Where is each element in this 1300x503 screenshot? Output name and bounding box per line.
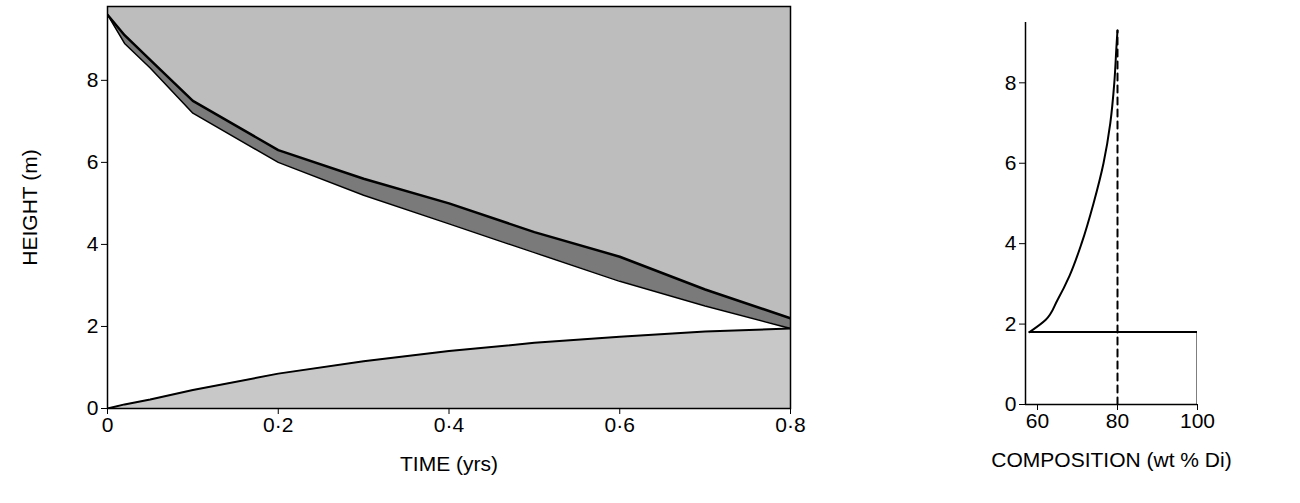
svg-text:0·6: 0·6 (605, 413, 635, 436)
svg-text:8: 8 (87, 68, 99, 91)
svg-text:60: 60 (1026, 409, 1049, 432)
svg-text:0: 0 (102, 413, 114, 436)
svg-text:COMPOSITION (wt % Di): COMPOSITION (wt % Di) (991, 448, 1231, 471)
svg-text:HEIGHT (m): HEIGHT (m) (18, 149, 41, 265)
svg-text:0·8: 0·8 (775, 413, 805, 436)
svg-text:6: 6 (1005, 151, 1017, 174)
svg-text:0·4: 0·4 (434, 413, 465, 436)
svg-text:80: 80 (1106, 409, 1129, 432)
svg-text:TIME (yrs): TIME (yrs) (400, 452, 498, 475)
svg-text:6: 6 (87, 150, 99, 173)
svg-text:4: 4 (1005, 231, 1017, 254)
svg-text:0: 0 (87, 396, 99, 419)
svg-text:4: 4 (87, 232, 99, 255)
svg-text:2: 2 (87, 314, 99, 337)
svg-text:0: 0 (1005, 392, 1017, 415)
svg-text:2: 2 (1005, 312, 1017, 335)
svg-text:0·2: 0·2 (263, 413, 293, 436)
svg-text:8: 8 (1005, 71, 1017, 94)
svg-text:100: 100 (1180, 409, 1215, 432)
